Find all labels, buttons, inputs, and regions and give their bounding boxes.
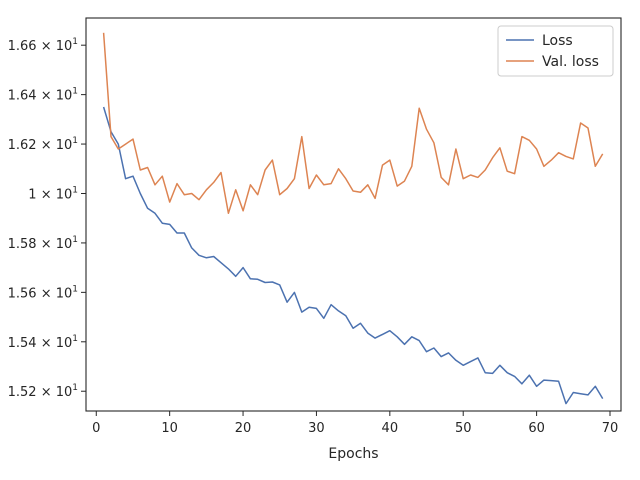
legend-box bbox=[497, 25, 614, 77]
y-tick-label: 1.62 × 101 bbox=[8, 136, 78, 153]
y-tick-label: 1.66 × 101 bbox=[8, 37, 78, 54]
series-layer bbox=[102, 32, 604, 405]
x-tick-label: 10 bbox=[161, 421, 178, 436]
legend-label: Val. loss bbox=[542, 54, 599, 70]
x-tick-label: 60 bbox=[528, 421, 545, 436]
y-tick-label: 1.52 × 101 bbox=[8, 383, 78, 400]
plot-frame bbox=[85, 17, 622, 412]
x-axis-ticks: 0 10 20 30 40 50 60 70 bbox=[92, 411, 618, 436]
y-tick-label: 1.64 × 101 bbox=[8, 87, 78, 104]
x-tick-label: 0 bbox=[92, 421, 100, 436]
x-tick-label: 50 bbox=[455, 421, 472, 436]
x-tick-label: 70 bbox=[602, 421, 619, 436]
legend: Loss Val. loss bbox=[497, 25, 614, 77]
series-line-val-loss bbox=[102, 32, 604, 215]
x-tick-label: 30 bbox=[308, 421, 325, 436]
x-axis-label: Epochs bbox=[328, 446, 378, 462]
series-line-loss bbox=[102, 106, 604, 405]
y-tick-label: 1.58 × 101 bbox=[8, 235, 78, 252]
y-tick-label: 1.56 × 101 bbox=[8, 284, 78, 301]
y-tick-label: 1.54 × 101 bbox=[8, 334, 78, 351]
y-axis-ticks: 1.52 × 101 1.54 × 101 1.56 × 101 1.58 × 101… bbox=[8, 37, 86, 400]
legend-label: Loss bbox=[542, 33, 573, 49]
x-tick-label: 40 bbox=[382, 421, 399, 436]
x-tick-label: 20 bbox=[235, 421, 252, 436]
y-tick-label: 1 × 101 bbox=[28, 185, 78, 202]
